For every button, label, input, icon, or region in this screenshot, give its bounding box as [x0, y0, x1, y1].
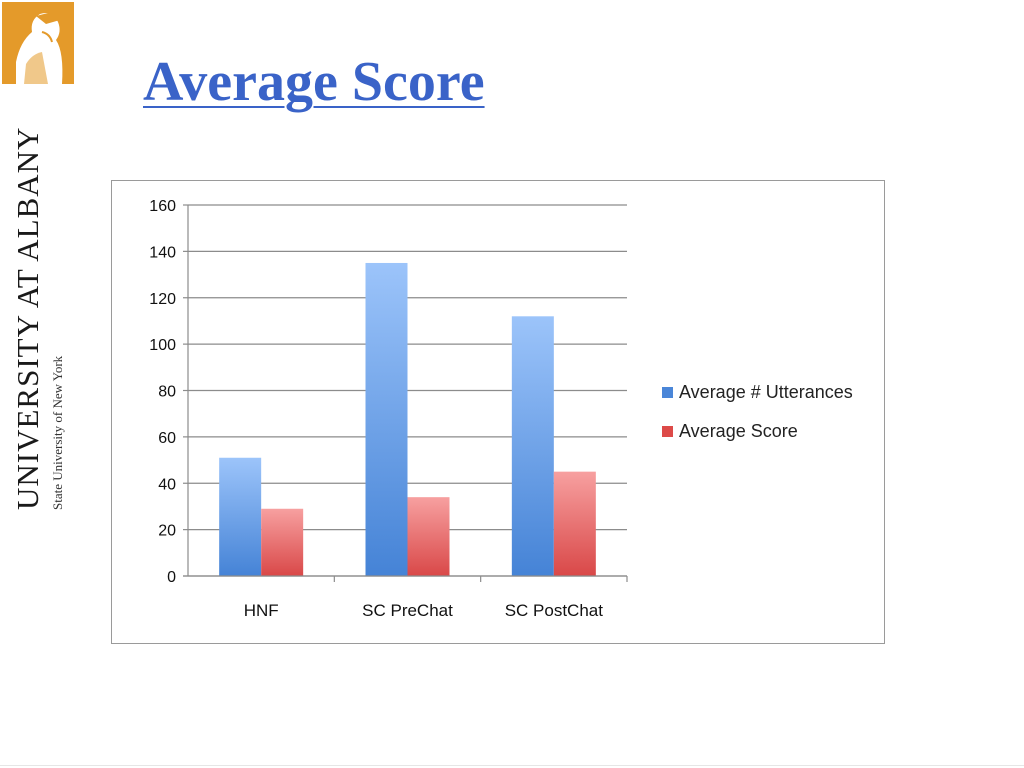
university-subtitle: State University of New York: [50, 355, 65, 510]
bottom-divider: [0, 765, 1024, 766]
x-tick-label-0: HNF: [244, 601, 279, 620]
bar-average-utterances-0: [219, 457, 262, 576]
y-tick-label-160: 160: [149, 198, 176, 215]
bar-average-score-0: [261, 508, 304, 576]
chart-frame: 0 20 40 60 80 100 120 140 160 HNF SC PreChat SC Pos…: [111, 180, 885, 644]
y-tick-label-120: 120: [149, 291, 176, 308]
y-tick-label-100: 100: [149, 337, 176, 354]
legend-label-1: Average Score: [679, 421, 798, 441]
y-tick-label-80: 80: [158, 384, 176, 401]
x-tick-label-2: SC PostChat: [505, 601, 604, 620]
bar-average-score-2: [553, 471, 596, 576]
bar-chart: 0 20 40 60 80 100 120 140 160 HNF SC PreChat SC Pos…: [149, 198, 853, 620]
y-tick-label-40: 40: [158, 476, 176, 493]
y-tick-label-60: 60: [158, 430, 176, 447]
bar-average-utterances-2: [511, 316, 554, 576]
y-tick-label-140: 140: [149, 244, 176, 261]
university-logo: UNIVERSITY AT ALBANY State University of…: [0, 0, 80, 510]
legend-swatch-1: [662, 426, 673, 437]
minerva-emblem-icon: [2, 2, 74, 84]
x-tick-label-1: SC PreChat: [362, 601, 453, 620]
y-tick-label-0: 0: [167, 569, 176, 586]
university-wordmark: UNIVERSITY AT ALBANY State University of…: [10, 70, 70, 510]
y-tick-label-20: 20: [158, 523, 176, 540]
slide-title: Average Score: [143, 51, 485, 113]
legend-label-0: Average # Utterances: [679, 382, 853, 402]
bar-average-utterances-1: [365, 262, 408, 576]
bar-average-score-1: [407, 497, 450, 576]
university-name: UNIVERSITY AT ALBANY: [10, 126, 45, 510]
legend-swatch-0: [662, 387, 673, 398]
